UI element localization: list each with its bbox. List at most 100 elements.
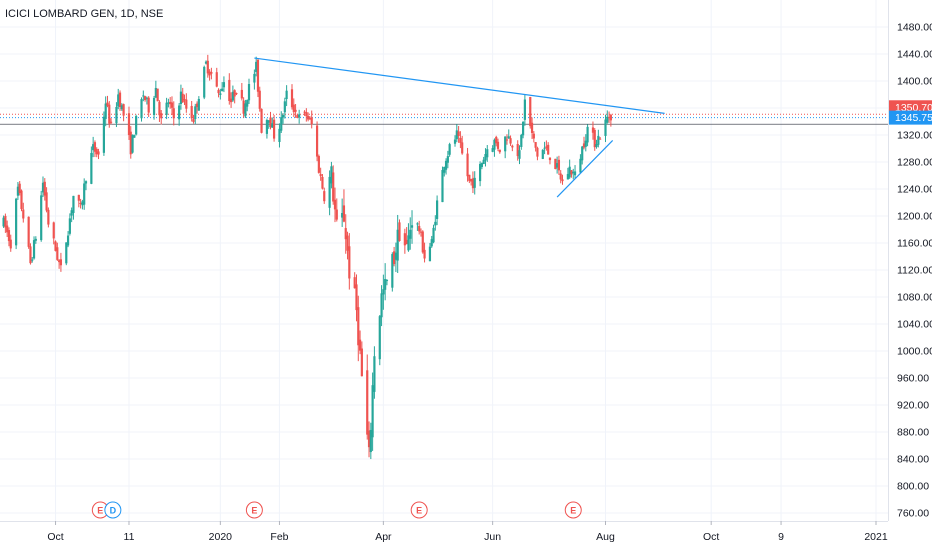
candle-body xyxy=(206,60,209,74)
price-axis[interactable]: 1480.001440.001400.001360.001320.001280.… xyxy=(897,22,932,520)
candle-body xyxy=(369,429,372,453)
candle-body xyxy=(244,103,247,117)
candle-body xyxy=(394,252,398,260)
candle-body xyxy=(566,174,569,180)
x-tick-label: Oct xyxy=(47,531,63,543)
candle-body xyxy=(40,195,43,241)
candle-body xyxy=(486,149,489,158)
x-tick-label: 11 xyxy=(124,531,135,543)
candle-body xyxy=(496,141,500,149)
candle-body xyxy=(559,173,562,180)
trendlines[interactable] xyxy=(254,57,665,198)
candle-body xyxy=(330,166,333,184)
candle-body xyxy=(484,154,487,161)
candle-body xyxy=(6,225,9,233)
x-tick-label: 9 xyxy=(778,531,784,543)
candle-body xyxy=(172,108,175,119)
candle-body xyxy=(548,157,552,161)
y-tick-label: 1280.00 xyxy=(897,157,932,169)
y-tick-label: 880.00 xyxy=(897,427,929,439)
y-tick-label: 1080.00 xyxy=(897,292,932,304)
candle-body xyxy=(253,73,256,83)
candle-body xyxy=(466,153,469,177)
candle-body xyxy=(448,144,451,155)
y-tick-label: 760.00 xyxy=(897,508,929,520)
candle-body xyxy=(217,89,220,94)
candle-body xyxy=(235,93,238,95)
candle-body xyxy=(453,139,457,144)
candle-body xyxy=(332,172,335,202)
candle-body xyxy=(607,117,611,119)
candle-body xyxy=(346,235,349,251)
candle-body xyxy=(152,97,156,115)
candle-body xyxy=(597,135,600,145)
candle-body xyxy=(22,209,25,219)
candle-body xyxy=(92,144,95,151)
y-tick-label: 1240.00 xyxy=(897,184,932,196)
candle-body xyxy=(170,102,174,108)
candle-body xyxy=(190,105,193,119)
candle-body xyxy=(419,231,423,233)
candle-body xyxy=(360,348,363,377)
y-tick-label: 920.00 xyxy=(897,400,929,412)
candle-body xyxy=(545,146,548,148)
candle-body xyxy=(328,176,331,208)
y-tick-label: 1320.00 xyxy=(897,130,932,142)
candle-body xyxy=(520,134,523,147)
candle-body xyxy=(609,114,612,121)
event-marker-label: E xyxy=(251,506,257,516)
candle-body xyxy=(457,131,460,137)
y-tick-label: 800.00 xyxy=(897,481,929,493)
candle-body xyxy=(84,181,88,184)
candle-body xyxy=(127,113,131,136)
candle-body xyxy=(169,101,172,105)
candle-body xyxy=(285,90,288,100)
candle-body xyxy=(416,223,419,225)
candle-body xyxy=(215,72,218,87)
candle-body xyxy=(541,149,544,159)
candle-body xyxy=(407,235,410,251)
candle-body xyxy=(185,99,188,109)
candle-body xyxy=(147,97,150,113)
candle-body xyxy=(410,225,414,228)
candle-body xyxy=(68,218,71,234)
trendline[interactable] xyxy=(254,57,665,114)
x-tick-label: Jun xyxy=(484,531,501,543)
candle-body xyxy=(547,144,550,155)
candle-body xyxy=(144,96,147,101)
event-marker-label: E xyxy=(97,506,103,516)
candle-body xyxy=(396,229,399,261)
candle-body xyxy=(380,293,383,318)
event-marker-label: E xyxy=(570,506,576,516)
candle-body xyxy=(231,91,234,101)
candle-body xyxy=(106,102,109,106)
y-tick-label: 1480.00 xyxy=(897,22,932,34)
candle-body xyxy=(595,144,598,147)
chart-title: ICICI LOMBARD GEN, 1D, NSE xyxy=(5,8,163,20)
candle-body xyxy=(258,90,261,109)
candle-body xyxy=(405,239,408,245)
candle-body xyxy=(15,198,18,246)
candle-body xyxy=(446,156,449,163)
candle-body xyxy=(129,131,132,155)
candle-body xyxy=(430,239,433,247)
candle-body xyxy=(204,61,208,64)
price-tag-label: 1345.75 xyxy=(895,112,932,124)
candle-body xyxy=(120,105,123,110)
y-tick-label: 840.00 xyxy=(897,454,929,466)
candle-body xyxy=(34,238,37,241)
trendline[interactable] xyxy=(556,139,614,198)
candle-body xyxy=(79,203,82,205)
candle-body xyxy=(493,139,496,150)
time-axis[interactable]: Oct 11 2020 Feb Apr Jun Aug Oct 9 2021 xyxy=(47,521,888,543)
candle-body xyxy=(421,231,424,253)
x-tick-label: 2021 xyxy=(864,531,888,543)
candle-body xyxy=(373,356,376,392)
candle-body xyxy=(581,146,584,161)
y-tick-label: 1120.00 xyxy=(897,265,932,277)
candle-body xyxy=(109,121,113,123)
candle-body xyxy=(444,160,448,170)
candle-body xyxy=(18,183,21,194)
